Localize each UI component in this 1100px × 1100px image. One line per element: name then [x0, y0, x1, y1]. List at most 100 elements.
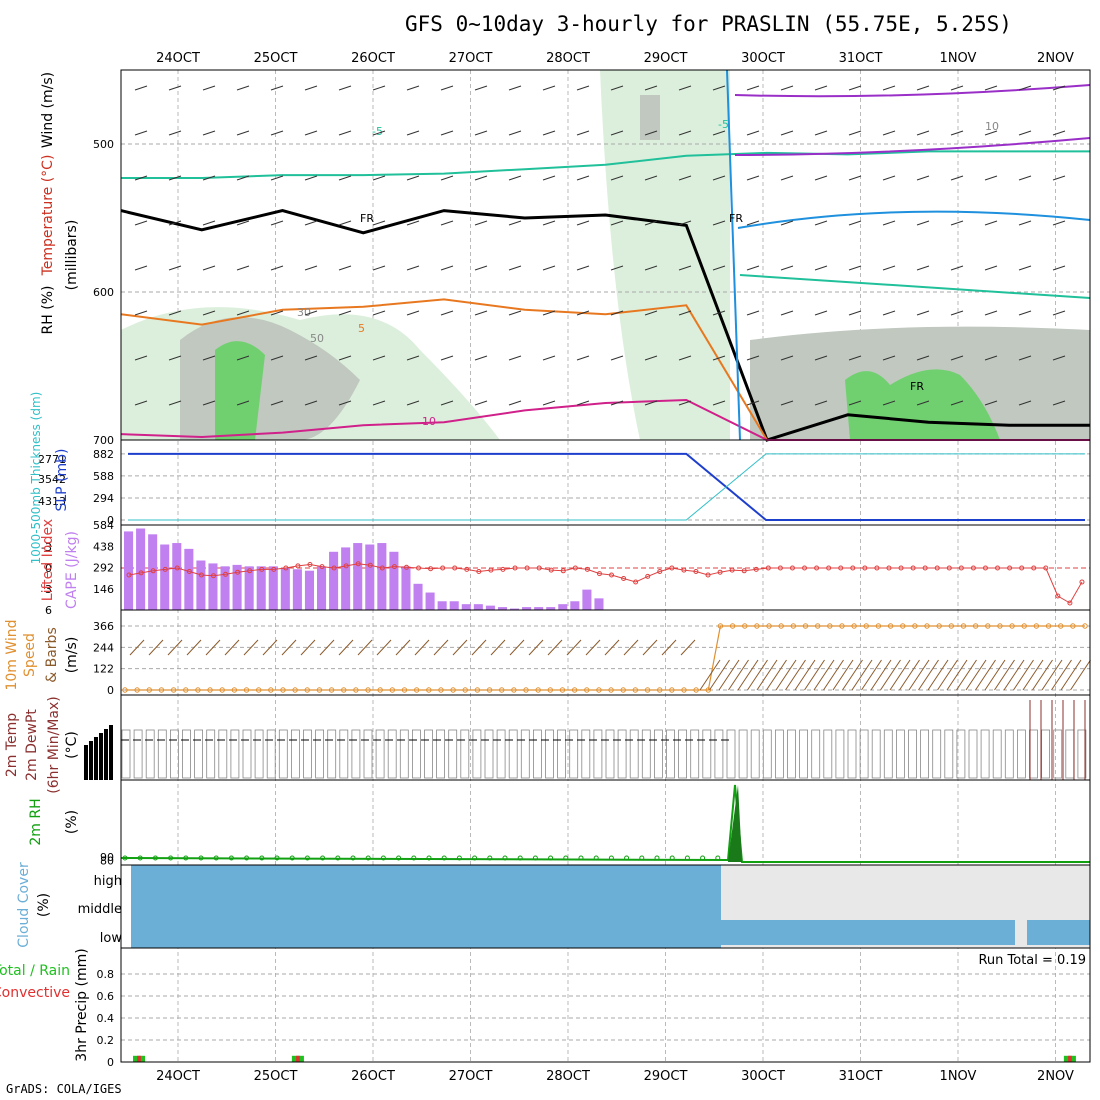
cape-bar — [437, 601, 447, 610]
rh2m-point — [228, 855, 234, 861]
wind-barb — [167, 639, 183, 656]
cape-bar — [389, 551, 399, 610]
wind-barb — [804, 659, 825, 691]
wind-barb — [950, 400, 964, 406]
wind-barb — [542, 130, 556, 136]
wind-barb — [746, 355, 760, 361]
rh-shade-region — [640, 95, 660, 140]
cape-bar — [268, 566, 278, 610]
wind-barb — [832, 659, 854, 691]
temp-range-box — [121, 729, 131, 779]
temp-range-box — [339, 729, 349, 779]
wind-barb — [440, 220, 454, 226]
rh2m-point — [548, 855, 554, 861]
temp-range-box — [545, 729, 554, 779]
wind-barb — [746, 85, 760, 91]
wind-barb — [984, 659, 1006, 691]
contour-label: 10 — [422, 415, 436, 428]
wind-barb — [712, 310, 726, 316]
wind-barb — [661, 639, 677, 656]
wind-barb — [1052, 130, 1066, 136]
wind-barb — [842, 659, 863, 691]
wind-barb — [916, 220, 930, 226]
temp-range-box — [787, 729, 796, 779]
wind-tick-label: 366 — [93, 620, 114, 633]
wind-barb — [168, 355, 182, 361]
temp-range-box — [1065, 729, 1075, 779]
wind-barb — [224, 639, 240, 656]
temp-range-box — [315, 729, 325, 779]
precip-conv-label: Convective — [0, 985, 70, 1001]
temp2m-minmax-label: (6hr Min/Max) — [46, 696, 62, 793]
wind-barb — [1052, 265, 1066, 271]
contour-line — [739, 274, 1091, 299]
cape-tick-label: 146 — [93, 583, 114, 596]
temp2m-unit-label: (°C) — [64, 731, 80, 759]
wind-barb — [338, 85, 352, 91]
wind-barb — [576, 220, 590, 226]
wind-barb — [848, 175, 862, 181]
temp2m-panel — [84, 700, 1090, 781]
wind-barb — [406, 220, 420, 226]
wind-barb — [134, 85, 148, 91]
rh2m-spike — [728, 785, 742, 862]
wind-barb — [728, 659, 749, 691]
wind-barb — [338, 400, 352, 406]
wind-barb — [1052, 355, 1066, 361]
cape-tick-label: 438 — [93, 540, 114, 553]
cape-bar — [220, 566, 230, 610]
temp-range-box — [399, 729, 409, 779]
wind-barb — [946, 659, 968, 691]
wind-barb — [848, 85, 862, 91]
wind-barb — [134, 130, 148, 136]
temp-range-box — [254, 729, 264, 779]
wind-barb — [984, 310, 998, 316]
wind-barb — [610, 220, 624, 226]
wind-barb — [542, 400, 556, 406]
precip-unit-label: 3hr Precip (mm) — [74, 948, 90, 1061]
thickness-tick-label: 2771 — [38, 453, 66, 466]
wind-barb — [304, 265, 318, 271]
wind-barb — [680, 639, 696, 656]
temp-range-box — [363, 729, 373, 779]
wind-barb — [984, 400, 998, 406]
wind-barb — [474, 175, 488, 181]
cape-bar — [497, 607, 507, 610]
cloud-gap — [1015, 920, 1027, 945]
wind-barb — [861, 659, 882, 691]
cape-label: CAPE (J/kg) — [64, 531, 80, 609]
wind-barb — [474, 130, 488, 136]
wind-barb — [644, 175, 658, 181]
wind-barb — [1018, 85, 1032, 91]
wind-barb — [270, 310, 284, 316]
li-label: Lifted Index — [40, 519, 56, 601]
wind-barb — [440, 85, 454, 91]
rh2m-point — [426, 855, 432, 861]
wind-barb — [1018, 220, 1032, 226]
date-label-top: 1NOV — [940, 51, 977, 66]
temp-range-box — [387, 729, 397, 779]
wind-barb — [236, 400, 250, 406]
rh2m-point — [304, 855, 310, 861]
wind-barb — [376, 639, 392, 656]
temp-range-box — [726, 729, 736, 779]
temp-range-box — [750, 729, 760, 779]
rh2m-point — [259, 855, 265, 861]
temp-range-box — [1077, 729, 1087, 779]
cape-bar — [558, 604, 568, 610]
contour-label: 10 — [985, 120, 999, 133]
wind-barb — [490, 639, 506, 656]
temp-range-box — [980, 729, 990, 779]
wind-barb — [338, 130, 352, 136]
wind-barb — [916, 355, 930, 361]
wind-barb — [918, 659, 939, 691]
rh2m-point — [639, 855, 645, 861]
wind-barb — [1051, 659, 1072, 691]
wind-barb — [262, 639, 278, 656]
temp-range-box — [375, 729, 385, 779]
wind-barb — [547, 639, 563, 656]
thickness-tick-label: 3542 — [38, 473, 66, 486]
wind-barb — [882, 400, 896, 406]
date-label-bottom: 28OCT — [546, 1069, 590, 1084]
wind-barb — [319, 639, 335, 656]
